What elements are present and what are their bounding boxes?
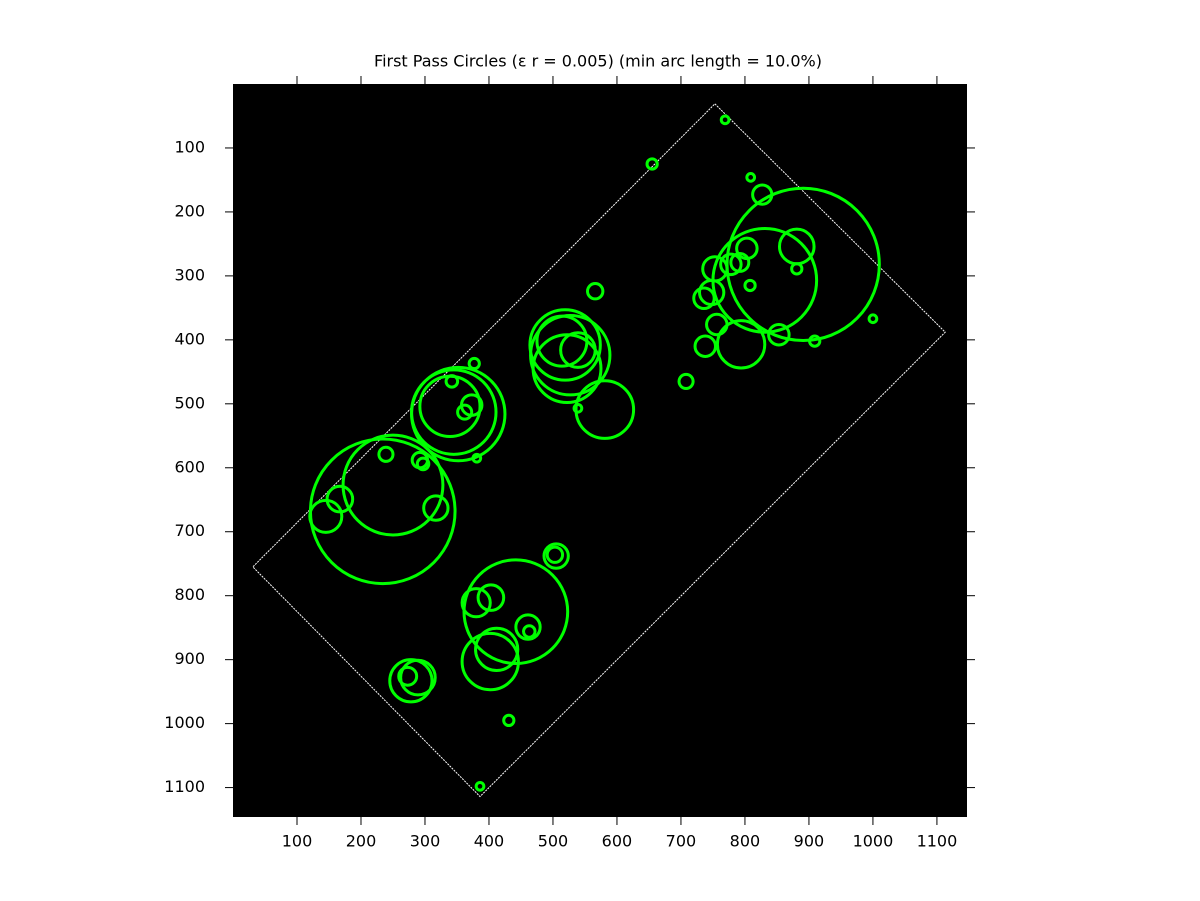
- y-tick-label: 1000: [164, 713, 205, 732]
- x-tick-label: 600: [602, 832, 633, 851]
- circle: [460, 631, 520, 692]
- circle: [559, 331, 597, 369]
- y-tick-label: 600: [174, 457, 205, 476]
- circle: [341, 433, 445, 537]
- circle: [531, 333, 603, 405]
- circle: [422, 494, 450, 522]
- y-tick-label: 300: [174, 265, 205, 284]
- circle: [743, 278, 757, 293]
- x-tick-label: 200: [346, 832, 377, 851]
- circle: [692, 286, 716, 311]
- circle: [586, 282, 605, 301]
- circle: [572, 402, 584, 414]
- x-tick-label: 400: [474, 832, 505, 851]
- circle: [444, 374, 460, 389]
- x-tick-label: 800: [730, 832, 761, 851]
- circle: [456, 403, 474, 421]
- x-tick-label: 300: [410, 832, 441, 851]
- x-tick-label: 500: [538, 832, 569, 851]
- circle: [535, 314, 589, 368]
- circle: [460, 587, 492, 619]
- outline: [252, 103, 946, 798]
- y-tick-label: 800: [174, 585, 205, 604]
- circle: [528, 308, 602, 382]
- circle: [574, 379, 636, 440]
- circle: [790, 262, 804, 276]
- chart-title: First Pass Circles (ε r = 0.005) (min ar…: [374, 52, 822, 71]
- x-tick-label: 900: [794, 832, 825, 851]
- circle: [502, 713, 516, 728]
- x-tick-label: 1000: [853, 832, 894, 851]
- y-tick-label: 100: [174, 137, 205, 156]
- circle: [808, 334, 822, 348]
- y-tick-label: 900: [174, 649, 205, 668]
- y-tick-label: 1100: [164, 777, 205, 796]
- circle: [545, 545, 565, 564]
- circle: [474, 780, 486, 792]
- circle: [308, 498, 344, 534]
- circle: [415, 456, 431, 472]
- circle: [410, 368, 498, 456]
- x-tick-label: 1100: [917, 832, 958, 851]
- circle: [476, 583, 506, 612]
- circle: [388, 658, 434, 704]
- y-tick-label: 200: [174, 201, 205, 220]
- circle: [514, 613, 542, 641]
- circle: [542, 542, 570, 570]
- circle: [471, 452, 483, 464]
- circle: [522, 624, 537, 639]
- circle: [867, 313, 879, 325]
- circle: [745, 172, 757, 183]
- circle: [645, 157, 659, 171]
- circle: [705, 312, 729, 337]
- circle: [467, 356, 481, 371]
- x-tick-label: 700: [666, 832, 697, 851]
- circle: [719, 252, 743, 277]
- circle: [693, 334, 718, 358]
- circle: [719, 114, 731, 126]
- y-tick-label: 500: [174, 393, 205, 412]
- circle: [767, 322, 791, 347]
- x-tick-label: 100: [282, 832, 313, 851]
- y-tick-label: 400: [174, 329, 205, 348]
- circle: [377, 445, 395, 463]
- circle: [474, 626, 520, 673]
- circle: [715, 319, 767, 370]
- circle: [677, 372, 695, 390]
- y-tick-label: 700: [174, 521, 205, 540]
- circle: [397, 665, 419, 687]
